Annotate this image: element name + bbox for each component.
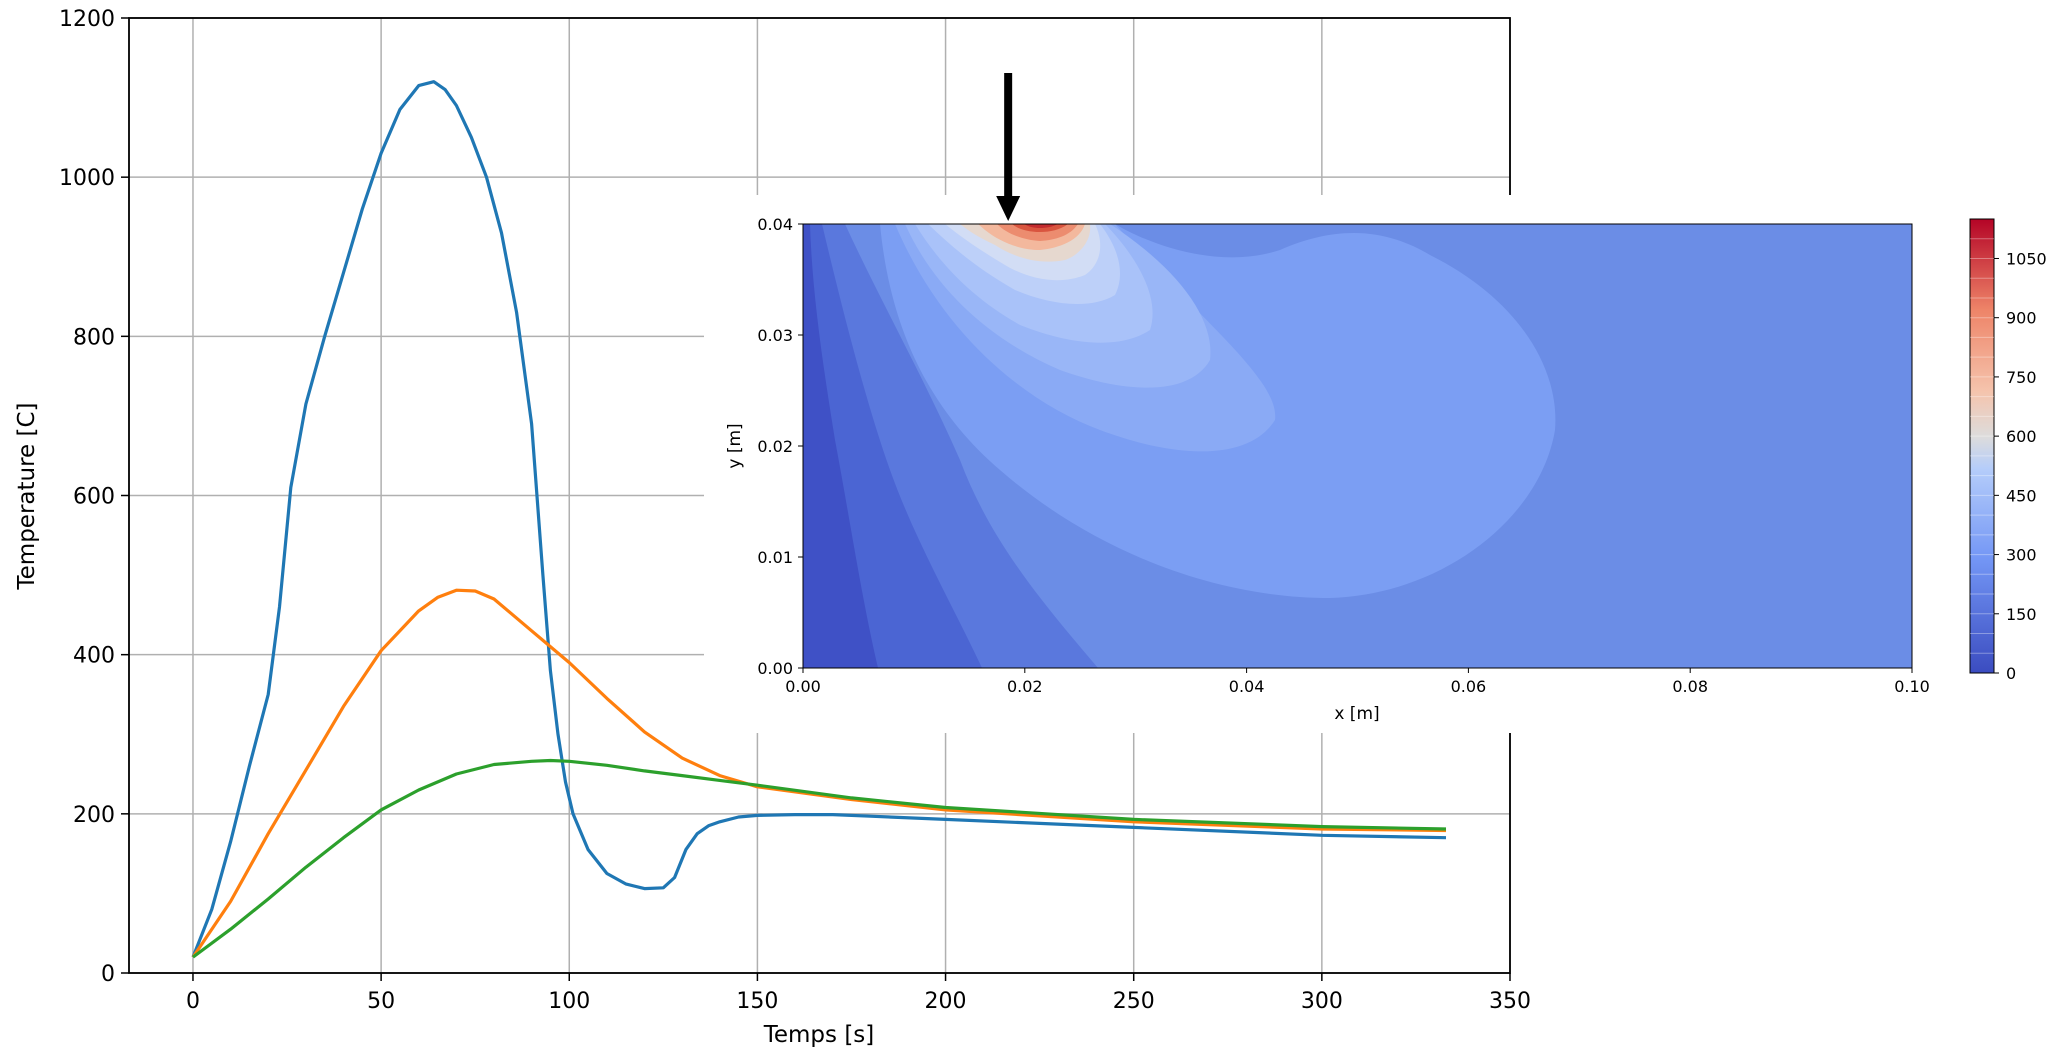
inset-x-tick-label: 0.08 [1672, 677, 1708, 696]
contour-level-plume-11 [1024, 224, 1058, 228]
inset-y-tick-label: 0.03 [757, 326, 793, 345]
inset-y-tick-label: 0.02 [757, 437, 793, 456]
series-line-2 [191, 588, 1447, 958]
inset-y-ticks: 0.00 0.01 0.02 0.03 0.04 [757, 215, 803, 678]
inset-x-ticks: 0.00 0.02 0.04 0.06 0.08 0.10 [785, 668, 1930, 696]
main-x-ticks: 0 50 100 150 200 250 300 350 [186, 973, 1531, 1014]
inset-x-axis-label: x [m] [1334, 704, 1379, 724]
main-y-tick-label: 200 [73, 803, 115, 828]
colorbar: 0 150 300 450 600 750 900 1050 [1969, 218, 2047, 683]
colorbar-bands [1970, 238, 1994, 654]
main-y-axis-label: Temperature [C] [14, 402, 40, 590]
main-x-tick-label: 50 [367, 989, 395, 1014]
colorbar-tick-label: 150 [2006, 605, 2037, 624]
inset-y-tick-label: 0.04 [757, 215, 793, 234]
colorbar-tick-label: 600 [2006, 427, 2037, 446]
main-x-tick-label: 150 [736, 989, 778, 1014]
main-x-tick-label: 0 [186, 989, 200, 1014]
contour-field [803, 224, 1912, 668]
main-x-tick-label: 300 [1301, 989, 1343, 1014]
main-series-lines [191, 80, 1447, 959]
main-x-tick-label: 350 [1489, 989, 1531, 1014]
colorbar-tick-label: 750 [2006, 368, 2037, 387]
inset-y-tick-label: 0.00 [757, 659, 793, 678]
inset-y-axis-label: y [m] [725, 423, 745, 468]
main-x-tick-label: 200 [925, 989, 967, 1014]
inset-x-tick-label: 0.04 [1229, 677, 1265, 696]
inset-y-tick-label: 0.01 [757, 548, 793, 567]
main-y-tick-label: 800 [73, 325, 115, 350]
main-y-tick-label: 1200 [59, 7, 115, 32]
colorbar-tick-label: 450 [2006, 486, 2037, 505]
main-y-tick-label: 600 [73, 485, 115, 510]
colorbar-tick-label: 300 [2006, 546, 2037, 565]
inset-x-tick-label: 0.06 [1451, 677, 1487, 696]
colorbar-tick-label: 0 [2006, 664, 2016, 683]
contour-level-lower-left-3 [803, 224, 878, 668]
main-y-ticks: 0 200 400 600 800 1000 1200 [59, 7, 129, 987]
main-y-tick-label: 1000 [59, 166, 115, 191]
colorbar-ticks: 0 150 300 450 600 750 900 1050 [1994, 249, 2047, 683]
inset-x-tick-label: 0.00 [785, 677, 821, 696]
colorbar-tick-label: 1050 [2006, 249, 2047, 268]
series-line-1 [191, 80, 1447, 958]
main-x-tick-label: 250 [1113, 989, 1155, 1014]
inset-x-tick-label: 0.02 [1007, 677, 1043, 696]
colorbar-tick-label: 900 [2006, 309, 2037, 328]
main-y-tick-label: 400 [73, 644, 115, 669]
heat-source-arrow [996, 73, 1021, 221]
colorbar-gradient [1969, 218, 1995, 674]
inset-x-tick-label: 0.10 [1894, 677, 1930, 696]
main-x-tick-label: 100 [548, 989, 590, 1014]
main-x-axis-label: Temps [s] [763, 1022, 875, 1048]
main-y-tick-label: 0 [101, 962, 115, 987]
series-line-3 [192, 758, 1447, 959]
inset-contour-plot: 0.00 0.02 0.04 0.06 0.08 0.10 0.000.010.020.0… [704, 73, 2051, 733]
